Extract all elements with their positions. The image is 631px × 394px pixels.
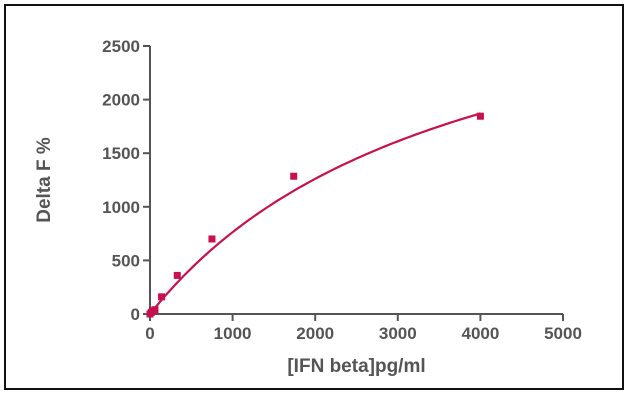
x-tick-label: 1000 <box>214 324 252 343</box>
y-tick-label: 0 <box>131 305 140 324</box>
x-tick-label: 2000 <box>296 324 334 343</box>
fit-curve <box>149 112 481 315</box>
x-tick-label: 0 <box>145 324 154 343</box>
data-point <box>290 172 298 180</box>
y-axis-title: Delta F % <box>34 137 55 223</box>
y-tick-label: 1000 <box>102 198 140 217</box>
y-tick-label: 2500 <box>102 37 140 56</box>
x-tick-label: 4000 <box>461 324 499 343</box>
axes <box>149 46 563 315</box>
data-point <box>173 271 181 279</box>
y-tick-label: 500 <box>112 251 140 270</box>
data-point <box>151 306 159 314</box>
data-points <box>146 112 484 318</box>
y-axis-ticks: 0 500 1000 1500 2000 2500 <box>102 37 150 324</box>
x-axis-title: [IFN beta]pg/ml <box>287 356 425 377</box>
x-tick-label: 3000 <box>379 324 417 343</box>
chart-frame <box>4 4 624 390</box>
x-axis-ticks: 0 1000 2000 3000 4000 5000 <box>145 314 582 343</box>
x-tick-label: 5000 <box>544 324 582 343</box>
data-point <box>158 293 166 301</box>
data-point <box>208 235 216 243</box>
y-tick-label: 1500 <box>102 144 140 163</box>
y-tick-label: 2000 <box>102 91 140 110</box>
data-point <box>476 112 484 120</box>
